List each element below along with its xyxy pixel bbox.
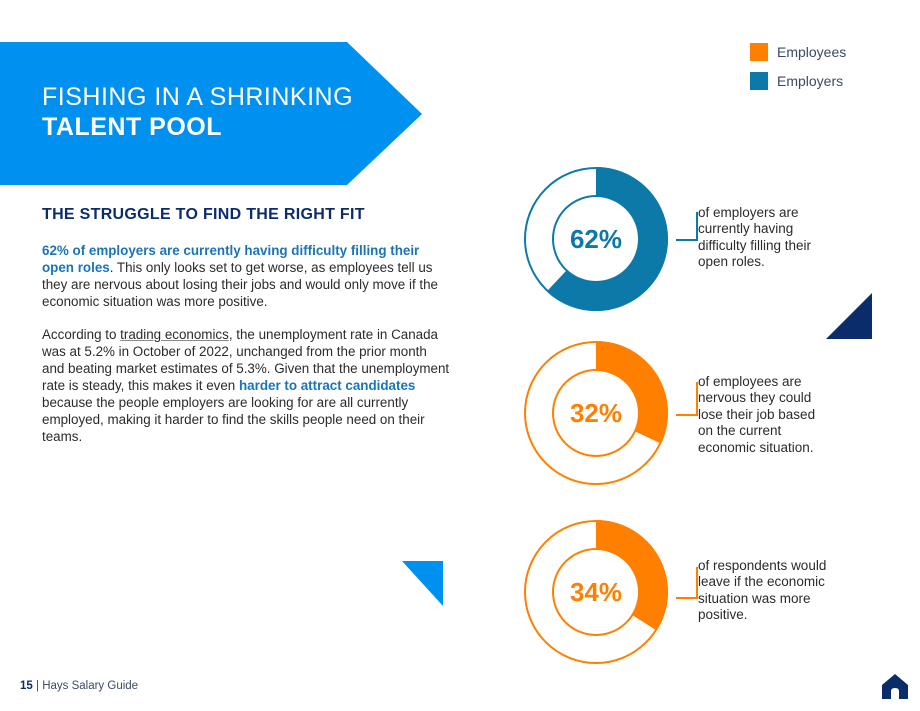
navy-triangle-decoration	[826, 293, 872, 339]
donut-svg-1	[524, 167, 668, 311]
page-title-line2: TALENT POOL	[42, 113, 223, 141]
donut-3-value: 34%	[569, 576, 623, 607]
legend-swatch-employees	[750, 43, 768, 61]
intro-highlight: 62% of employers are currently having di…	[42, 243, 420, 275]
donut-chart-employers-62: 62%	[516, 159, 676, 319]
donut-1-inner-ring	[552, 195, 640, 283]
connector-line-1	[676, 212, 698, 241]
footer-guide-title: Hays Salary Guide	[42, 680, 139, 692]
page-title: FISHING IN A SHRINKING TALENT POOL	[42, 82, 353, 142]
stat-text-employers: of employers are currently having diffic…	[698, 205, 812, 270]
stat-text-respondents: of respondents would leave if the econom…	[698, 558, 827, 623]
blue-triangle-decoration	[402, 561, 443, 606]
section-heading: THE STRUGGLE TO FIND THE RIGHT FIT	[42, 206, 365, 223]
legend-label-employees: Employees	[777, 44, 847, 60]
unemployment-part2: , the unemployment rate in Canada was at…	[42, 327, 450, 393]
donut-svg-2	[524, 341, 669, 485]
donut-2-inner-ring	[552, 369, 640, 457]
unemployment-paragraph: According to trading economics, the unem…	[42, 326, 450, 445]
page-number: 15	[20, 680, 33, 692]
connector-line-3	[676, 567, 698, 599]
unemployment-part3: because the people employers are looking…	[42, 395, 425, 444]
chart-legend: Employees Employers	[750, 42, 846, 100]
title-banner: FISHING IN A SHRINKING TALENT POOL	[0, 42, 422, 185]
unemployment-highlight: harder to attract candidates	[238, 378, 416, 393]
legend-label-employers: Employers	[777, 73, 844, 89]
intro-paragraph: 62% of employers are currently having di…	[42, 242, 450, 310]
donut-2-value: 32%	[569, 397, 623, 428]
donut-3-inner-ring	[552, 548, 640, 636]
connector-line-2	[676, 382, 698, 416]
unemployment-part1: According to	[42, 327, 121, 342]
legend-swatch-employers	[750, 72, 768, 90]
page-title-line1: FISHING IN A SHRINKING	[42, 83, 354, 111]
donut-1-value: 62%	[569, 223, 623, 254]
legend-item-employees: Employees	[750, 42, 846, 62]
legend-item-employers: Employers	[750, 71, 846, 91]
stat-text-employees: of employees are nervous they could lose…	[698, 374, 816, 455]
donut-chart-employees-32: 32%	[516, 333, 676, 493]
intro-rest: . This only looks set to get worse, as e…	[42, 260, 439, 309]
donut-svg-3	[524, 520, 668, 664]
home-icon[interactable]	[880, 672, 910, 700]
banner-arrow-shape	[0, 42, 422, 185]
footer-separator: |	[32, 680, 43, 692]
page-footer: 15 | Hays Salary Guide	[20, 680, 138, 692]
donut-chart-respondents-34: 34%	[516, 512, 676, 672]
trading-economics-link[interactable]: trading economics	[120, 327, 229, 342]
